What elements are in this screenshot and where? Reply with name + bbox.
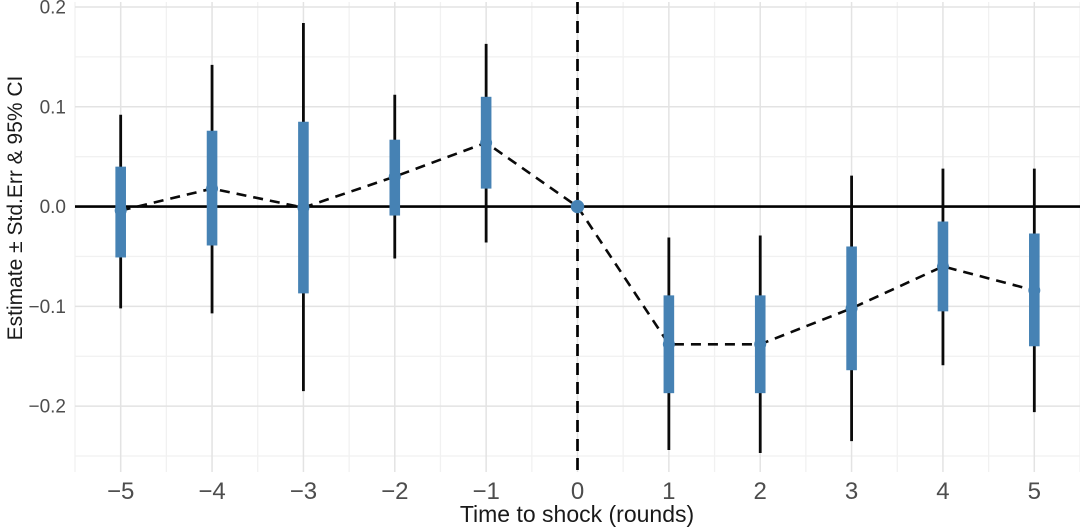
estimate-trend-line xyxy=(120,141,1035,346)
x-tick-label: −2 xyxy=(381,478,408,505)
estimate-dashed-connector xyxy=(120,141,1035,346)
x-tick-label: −3 xyxy=(290,478,317,505)
estimate-point xyxy=(845,302,858,315)
x-tick-label: 0 xyxy=(571,478,584,505)
estimate-point xyxy=(297,201,310,214)
estimate-points xyxy=(114,136,1041,351)
estimate-point xyxy=(662,338,675,351)
y-tick-label: −0.1 xyxy=(28,297,66,318)
x-tick-label: −5 xyxy=(107,478,134,505)
y-axis-title: Estimate ± Std.Err & 95% CI xyxy=(4,76,27,341)
estimate-point xyxy=(754,338,767,351)
estimate-point xyxy=(206,182,219,195)
x-tick-label: −4 xyxy=(198,478,225,505)
axis-tick-labels: 0.2 0.1 0.0 −0.1 −0.2 −5 −4 −3 −2 −1 0 1 2 3 4 5 xyxy=(28,0,1041,505)
y-tick-label: 0.1 xyxy=(40,97,66,118)
x-tick-label: 1 xyxy=(662,478,675,505)
x-tick-label: −1 xyxy=(472,478,499,505)
x-tick-label: 5 xyxy=(1028,478,1041,505)
x-tick-label: 4 xyxy=(936,478,949,505)
estimate-point xyxy=(114,204,127,217)
y-tick-label: 0.2 xyxy=(40,0,66,18)
x-tick-label: 3 xyxy=(845,478,858,505)
estimate-point xyxy=(936,260,949,273)
y-tick-label: 0.0 xyxy=(40,197,66,218)
x-axis-title: Time to shock (rounds) xyxy=(460,501,694,527)
y-tick-label: −0.2 xyxy=(28,397,66,418)
reference-point xyxy=(570,199,585,214)
estimate-point xyxy=(388,170,401,183)
x-tick-label: 2 xyxy=(754,478,767,505)
estimate-point xyxy=(480,136,493,149)
estimate-point xyxy=(1028,284,1041,297)
